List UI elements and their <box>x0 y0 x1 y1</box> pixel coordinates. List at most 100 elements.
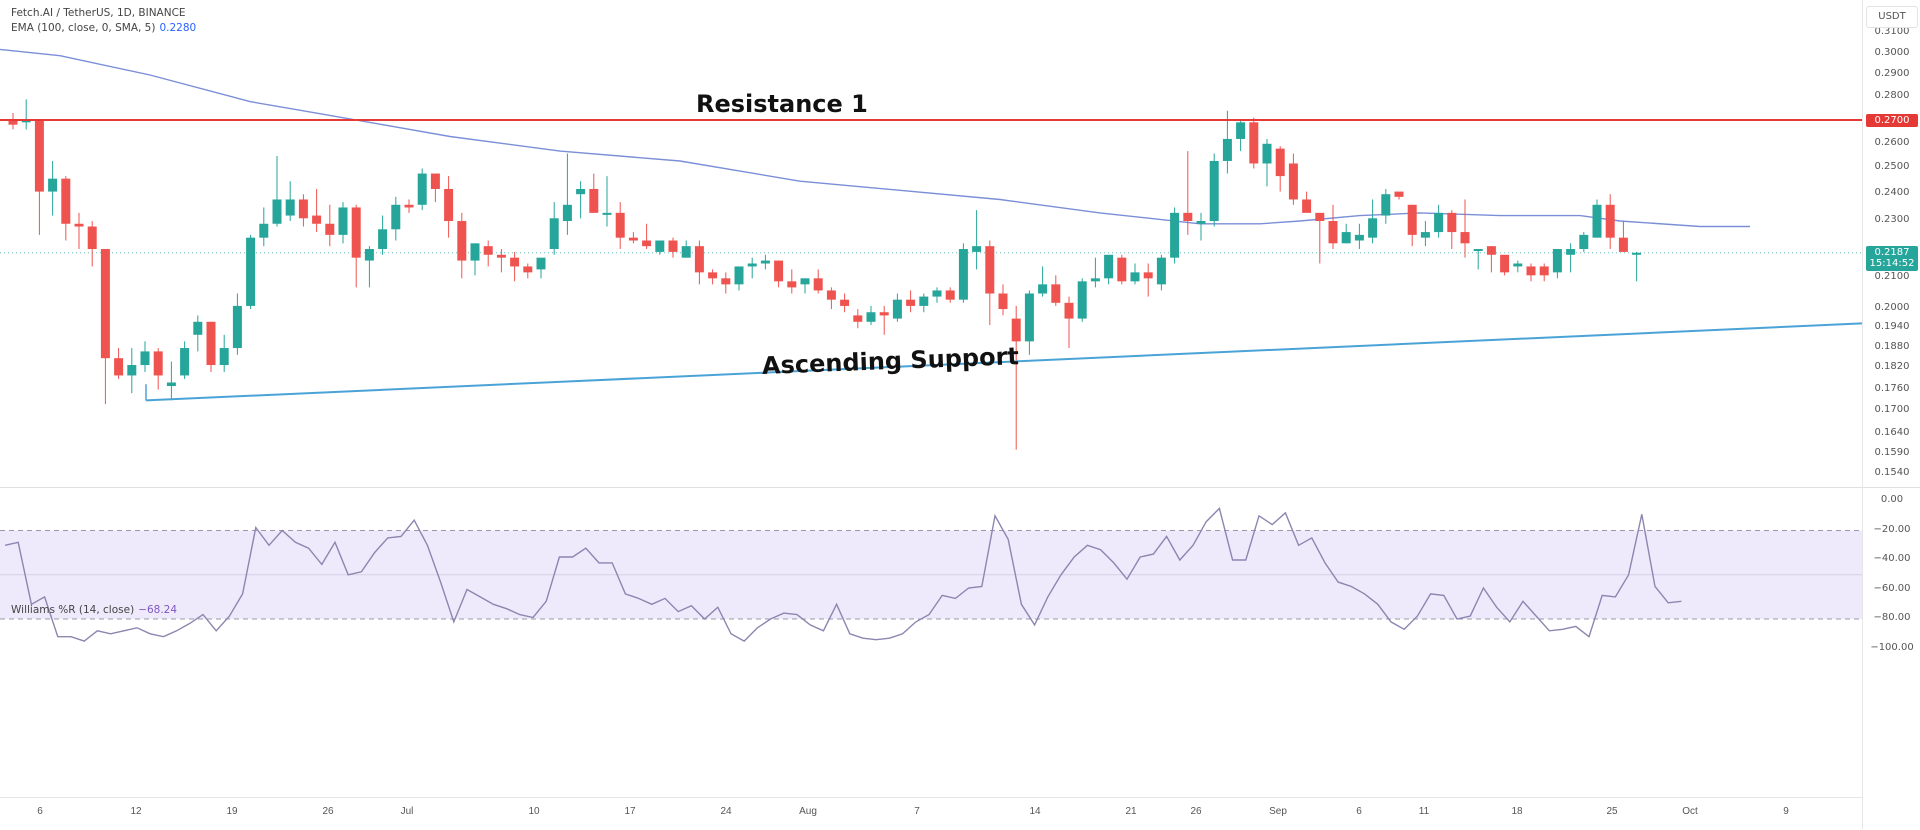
candle[interactable] <box>391 196 401 241</box>
candle[interactable] <box>628 232 638 244</box>
candle[interactable] <box>1500 254 1510 276</box>
candle[interactable] <box>642 223 652 250</box>
candle[interactable] <box>48 160 58 216</box>
candle[interactable] <box>74 212 84 250</box>
candle[interactable] <box>127 348 137 394</box>
candle[interactable] <box>1038 266 1048 297</box>
candle[interactable] <box>206 321 216 372</box>
candle[interactable] <box>1170 207 1180 264</box>
candle[interactable] <box>1117 254 1127 285</box>
candle[interactable] <box>457 212 467 279</box>
candle[interactable] <box>734 266 744 291</box>
candle[interactable] <box>1196 212 1206 241</box>
candle[interactable] <box>312 188 322 233</box>
candle[interactable] <box>430 173 440 203</box>
candle[interactable] <box>61 176 71 241</box>
candle[interactable] <box>114 348 124 379</box>
ema-100-line[interactable] <box>0 48 1750 228</box>
candle[interactable] <box>708 269 718 285</box>
candle[interactable] <box>470 243 480 276</box>
candle[interactable] <box>1156 254 1166 291</box>
candle[interactable] <box>562 153 572 235</box>
candle[interactable] <box>589 173 599 213</box>
candle[interactable] <box>483 240 493 267</box>
candle[interactable] <box>378 215 388 255</box>
candle[interactable] <box>774 260 784 288</box>
candle[interactable] <box>1566 243 1576 273</box>
candle[interactable] <box>1090 257 1100 288</box>
currency-unit-button[interactable]: USDT <box>1866 6 1918 28</box>
candle[interactable] <box>1024 290 1034 355</box>
ascending-support-line[interactable] <box>145 322 1862 402</box>
candle[interactable] <box>866 305 876 326</box>
candle[interactable] <box>1552 249 1562 279</box>
candle[interactable] <box>1288 153 1298 205</box>
candle[interactable] <box>615 202 625 250</box>
candle[interactable] <box>1592 199 1602 238</box>
candle[interactable] <box>298 194 308 227</box>
candle[interactable] <box>272 156 282 227</box>
candle[interactable] <box>840 293 850 313</box>
candle[interactable] <box>1064 296 1074 349</box>
price-axis[interactable]: 0.3100 0.3000 0.2900 0.2800 0.2600 0.2500 0.24… <box>1862 0 1920 829</box>
candle[interactable] <box>232 293 242 355</box>
williams-r-line[interactable] <box>4 507 1682 642</box>
candle[interactable] <box>417 168 427 211</box>
candle[interactable] <box>444 176 454 238</box>
candle[interactable] <box>21 99 31 130</box>
candle[interactable] <box>1183 151 1193 235</box>
candle[interactable] <box>972 210 982 270</box>
candle[interactable] <box>1341 223 1351 244</box>
candle[interactable] <box>892 293 902 322</box>
candle[interactable] <box>1130 263 1140 285</box>
candle[interactable] <box>1104 254 1114 285</box>
candle[interactable] <box>681 240 691 258</box>
candle[interactable] <box>259 207 269 247</box>
candle[interactable] <box>34 120 44 235</box>
candle[interactable] <box>694 240 704 285</box>
candle[interactable] <box>1605 194 1615 250</box>
candle[interactable] <box>1011 305 1021 450</box>
candle[interactable] <box>510 251 520 282</box>
candle[interactable] <box>879 305 889 335</box>
candle[interactable] <box>1209 153 1219 227</box>
candle[interactable] <box>1262 138 1272 187</box>
candle[interactable] <box>219 334 229 372</box>
candle[interactable] <box>655 240 665 255</box>
candle[interactable] <box>364 246 374 288</box>
candle[interactable] <box>1632 251 1642 282</box>
candle[interactable] <box>668 237 678 258</box>
candle[interactable] <box>602 176 612 227</box>
williams-r-pane[interactable] <box>0 488 1862 797</box>
candle[interactable] <box>1381 188 1391 224</box>
candle[interactable] <box>1077 278 1087 322</box>
candle[interactable] <box>1420 221 1430 247</box>
candle[interactable] <box>998 284 1008 316</box>
candle[interactable] <box>576 181 586 219</box>
pane-divider[interactable] <box>0 487 1862 488</box>
candle[interactable] <box>1486 246 1496 273</box>
time-axis[interactable]: 6 12 19 26 Jul 10 17 24 Aug 7 14 21 26 Sep 6 11 18 25 Oct 9 <box>0 797 1862 830</box>
candle[interactable] <box>1315 212 1325 264</box>
candle[interactable] <box>1447 210 1457 250</box>
candle[interactable] <box>1222 110 1232 174</box>
candle[interactable] <box>1539 263 1549 282</box>
candle[interactable] <box>193 315 203 352</box>
candle[interactable] <box>1354 223 1364 250</box>
candle[interactable] <box>760 254 770 270</box>
candle[interactable] <box>1328 204 1338 250</box>
candle[interactable] <box>1513 260 1523 273</box>
candle[interactable] <box>100 249 110 405</box>
candle[interactable] <box>1249 117 1259 169</box>
candle[interactable] <box>853 309 863 329</box>
candle[interactable] <box>166 361 176 401</box>
candle[interactable] <box>1473 249 1483 270</box>
candle[interactable] <box>813 269 823 294</box>
candle[interactable] <box>140 341 150 372</box>
candle[interactable] <box>523 263 533 279</box>
candle[interactable] <box>1618 221 1628 252</box>
candle[interactable] <box>1143 263 1153 297</box>
candle[interactable] <box>1460 199 1470 258</box>
candle[interactable] <box>958 243 968 303</box>
